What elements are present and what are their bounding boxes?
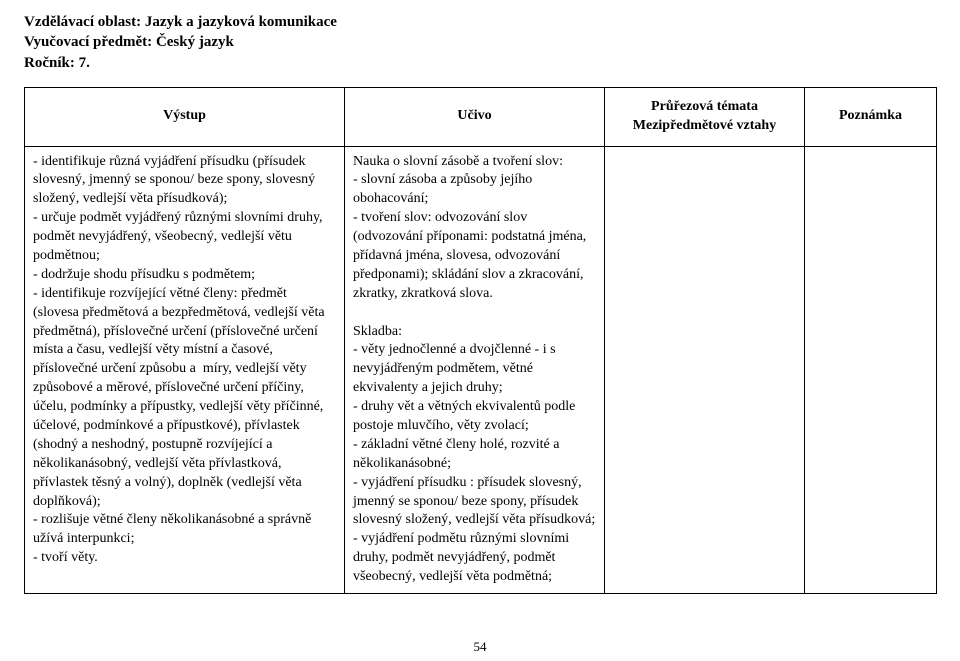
table-header-row: Výstup Učivo Průřezová témata Mezipředmě… [25, 87, 937, 146]
col-header-prurez: Průřezová témata Mezipředmětové vztahy [605, 87, 805, 146]
header-line-2-label: Vyučovací předmět: [24, 34, 152, 50]
col-header-ucivo: Učivo [345, 87, 605, 146]
header-line-3: Ročník: 7. [24, 53, 936, 73]
col-header-prurez-line1: Průřezová témata [651, 99, 758, 114]
header-line-1-label: Vzdělávací oblast: [24, 14, 141, 30]
cell-vystup: - identifikuje různá vyjádření přísudku … [25, 146, 345, 593]
col-header-poznamka: Poznámka [805, 87, 937, 146]
header-line-1-value: Jazyk a jazyková komunikace [145, 14, 337, 30]
cell-ucivo: Nauka o slovní zásobě a tvoření slov: - … [345, 146, 605, 593]
page: Vzdělávací oblast: Jazyk a jazyková komu… [0, 0, 960, 661]
header-line-1: Vzdělávací oblast: Jazyk a jazyková komu… [24, 12, 936, 32]
col-header-vystup: Výstup [25, 87, 345, 146]
cell-prurez [605, 146, 805, 593]
header-line-2-value: Český jazyk [156, 34, 234, 50]
curriculum-table: Výstup Učivo Průřezová témata Mezipředmě… [24, 87, 937, 594]
header-line-3-label: Ročník: [24, 55, 75, 71]
page-number: 54 [0, 639, 960, 655]
cell-poznamka [805, 146, 937, 593]
table-row: - identifikuje různá vyjádření přísudku … [25, 146, 937, 593]
header-line-3-value: 7. [79, 55, 90, 71]
col-header-prurez-line2: Mezipředmětové vztahy [633, 118, 776, 133]
header-line-2: Vyučovací předmět: Český jazyk [24, 32, 936, 52]
